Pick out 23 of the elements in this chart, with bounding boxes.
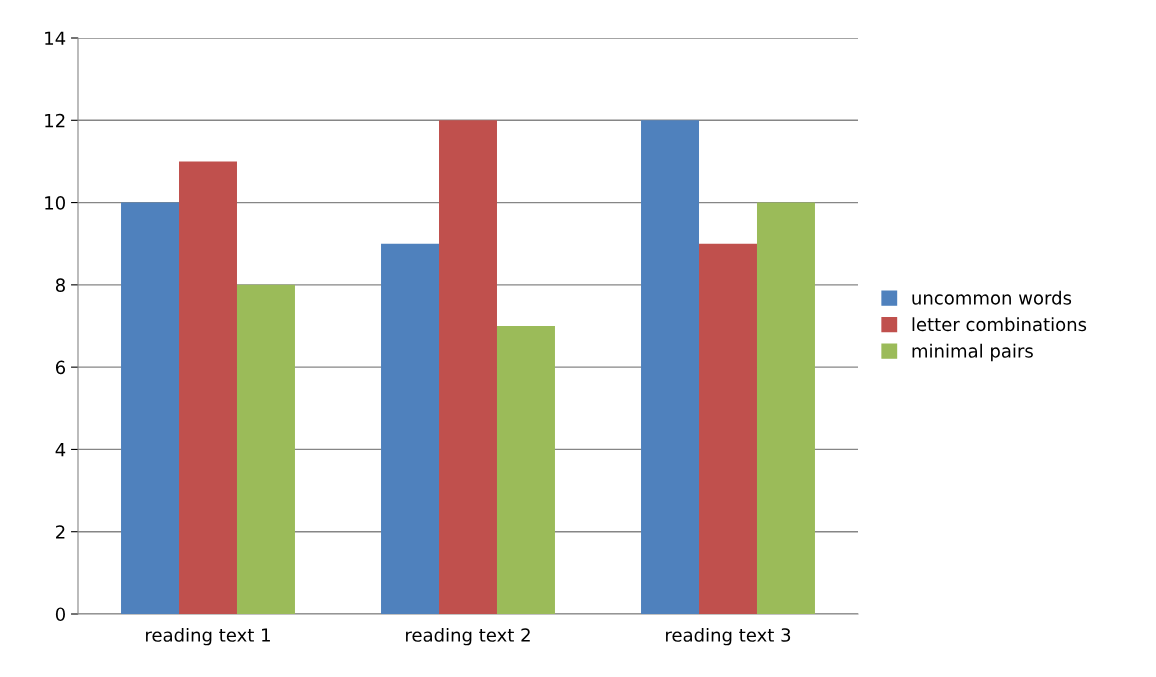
y-tick-label: 0 xyxy=(55,607,65,622)
bar xyxy=(381,243,440,614)
x-tick-label: reading text 1 xyxy=(146,627,270,646)
y-tick-label: 8 xyxy=(55,278,65,292)
bar xyxy=(699,243,757,614)
y-tick-label: 2 xyxy=(56,525,65,539)
bar xyxy=(641,120,700,614)
y-tick-label: 10 xyxy=(45,196,65,210)
y-tick-label: 12 xyxy=(45,113,65,128)
bar xyxy=(756,202,815,614)
y-tick-label: 4 xyxy=(55,443,66,457)
bar xyxy=(439,120,497,614)
x-tick-label: reading text 2 xyxy=(406,627,530,646)
legend-label: uncommon words xyxy=(912,290,1072,305)
legend-label: letter combinations xyxy=(912,317,1087,332)
x-tick-label: reading text 3 xyxy=(666,627,791,646)
bar xyxy=(179,161,237,614)
legend-label: minimal pairs xyxy=(912,343,1033,362)
y-tick-label: 14 xyxy=(45,31,66,45)
y-tick-label: 6 xyxy=(55,360,66,375)
bar xyxy=(236,284,295,614)
bar xyxy=(496,326,555,614)
bar xyxy=(121,202,180,614)
